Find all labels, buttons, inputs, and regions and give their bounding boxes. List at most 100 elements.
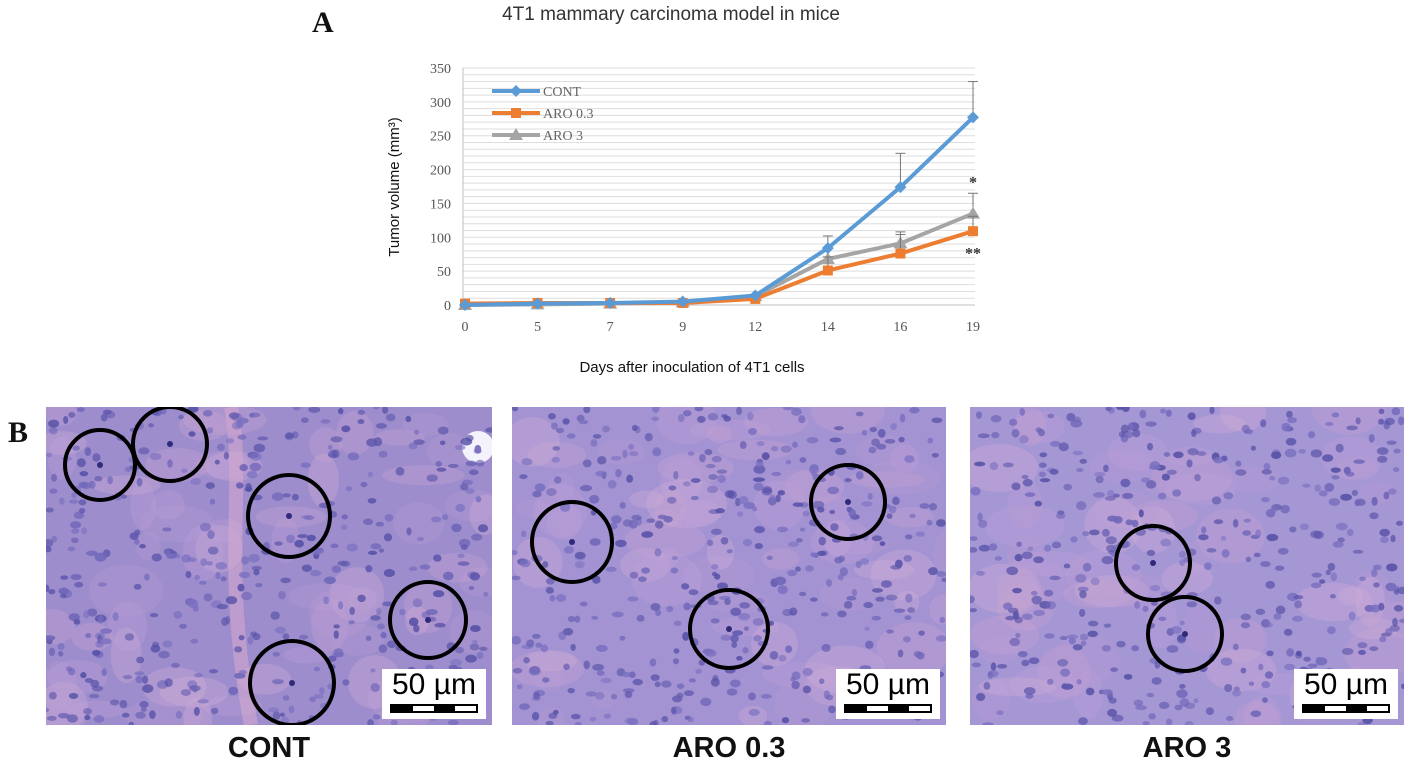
- cell-nucleus: [135, 711, 146, 719]
- cell-nucleus: [644, 432, 653, 442]
- cell-nucleus: [802, 685, 812, 694]
- cell-nucleus: [909, 407, 920, 414]
- cell-nucleus: [997, 663, 1008, 669]
- cell-nucleus: [476, 651, 484, 660]
- cell-nucleus: [432, 590, 445, 598]
- cell-nucleus: [83, 610, 90, 619]
- scale-bar-text: 50 µm: [392, 668, 476, 701]
- cell-nucleus: [178, 414, 184, 420]
- cell-nucleus: [687, 451, 695, 456]
- cell-nucleus: [1049, 441, 1061, 447]
- tissue-stroma: [135, 532, 161, 561]
- cell-nucleus: [970, 649, 979, 659]
- cell-nucleus: [1250, 710, 1262, 718]
- cell-nucleus: [1134, 601, 1141, 609]
- cell-nucleus: [57, 712, 70, 719]
- cell-nucleus: [605, 566, 617, 572]
- cell-nucleus: [1401, 683, 1404, 690]
- cell-nucleus: [436, 467, 447, 472]
- cell-nucleus: [747, 427, 757, 435]
- cell-nucleus: [1315, 656, 1322, 665]
- cell-nucleus: [484, 427, 492, 433]
- cell-nucleus: [918, 630, 925, 636]
- cell-nucleus: [413, 439, 425, 445]
- cell-nucleus: [667, 496, 677, 504]
- tissue-stroma: [706, 534, 735, 570]
- cell-nucleus: [1357, 721, 1366, 725]
- cell-nucleus: [1255, 608, 1266, 615]
- cell-nucleus: [158, 650, 170, 659]
- cell-nucleus: [936, 571, 946, 578]
- scale-bar-ruler: [390, 704, 478, 713]
- cell-nucleus: [1325, 569, 1331, 576]
- cell-nucleus: [782, 608, 793, 617]
- cell-nucleus: [139, 543, 146, 549]
- cell-nucleus: [603, 713, 612, 719]
- cell-nucleus: [370, 543, 382, 550]
- scale-bar-text: 50 µm: [846, 668, 930, 701]
- scale-bar: 50 µm: [836, 669, 940, 719]
- cell-nucleus: [848, 509, 857, 518]
- cell-nucleus: [1103, 623, 1112, 628]
- cell-nucleus: [535, 642, 543, 648]
- cell-nucleus: [367, 471, 373, 478]
- cell-nucleus: [904, 534, 913, 540]
- cell-nucleus: [1019, 435, 1029, 444]
- data-point: [510, 85, 522, 97]
- cell-nucleus: [413, 624, 420, 633]
- cell-nucleus: [107, 476, 113, 485]
- cell-nucleus: [223, 451, 230, 460]
- cell-nucleus: [1284, 663, 1295, 671]
- cell-nucleus: [331, 565, 342, 573]
- cell-nucleus: [595, 644, 608, 652]
- cell-nucleus: [1335, 443, 1344, 453]
- cell-nucleus: [899, 413, 906, 423]
- data-point: [822, 265, 833, 276]
- cell-nucleus: [142, 684, 154, 693]
- micrograph-label-aro-0-3: ARO 0.3: [672, 732, 786, 764]
- tissue-stroma: [1355, 576, 1385, 626]
- cell-nucleus: [1022, 613, 1033, 620]
- cell-nucleus: [434, 622, 446, 628]
- cell-nucleus: [1376, 447, 1389, 455]
- cell-nucleus: [533, 691, 540, 700]
- cell-nucleus: [210, 707, 219, 715]
- cell-nucleus: [416, 536, 425, 542]
- cell-nucleus: [666, 605, 674, 613]
- series-line: [464, 229, 974, 306]
- tissue-stroma: [1213, 617, 1267, 663]
- cell-nucleus: [1331, 412, 1340, 418]
- cell-nucleus: [637, 576, 647, 582]
- cell-nucleus: [215, 561, 228, 570]
- cell-nucleus: [1146, 692, 1155, 698]
- cell-nucleus: [913, 651, 922, 658]
- cell-nucleus: [602, 425, 610, 433]
- cell-nucleus: [1076, 501, 1087, 511]
- cell-nucleus: [119, 700, 128, 709]
- cell-nucleus: [610, 693, 618, 700]
- cell-nucleus: [731, 641, 738, 648]
- tissue-stroma: [224, 407, 258, 725]
- cell-nucleus: [563, 663, 570, 671]
- x-tick-label: 12: [748, 320, 762, 335]
- cell-nucleus: [1220, 535, 1227, 541]
- tissue-stroma: [819, 577, 880, 612]
- cell-nucleus: [442, 571, 454, 581]
- cell-nucleus: [1015, 632, 1021, 639]
- cell-nucleus: [46, 635, 56, 641]
- cell-nucleus: [897, 649, 904, 658]
- cell-nucleus: [545, 577, 555, 585]
- cell-nucleus: [799, 527, 806, 532]
- cell-nucleus: [92, 453, 101, 462]
- cell-nucleus: [1146, 442, 1154, 451]
- cell-nucleus: [1108, 407, 1115, 414]
- cell-nucleus: [297, 534, 308, 539]
- cell-nucleus: [996, 710, 1004, 716]
- cell-nucleus: [63, 415, 69, 424]
- tissue-stroma: [547, 504, 582, 540]
- cell-nucleus: [1122, 492, 1134, 499]
- legend-label: ARO 0.3: [543, 107, 594, 122]
- cell-nucleus: [704, 448, 713, 456]
- cell-nucleus: [562, 418, 570, 425]
- cell-nucleus: [782, 407, 794, 411]
